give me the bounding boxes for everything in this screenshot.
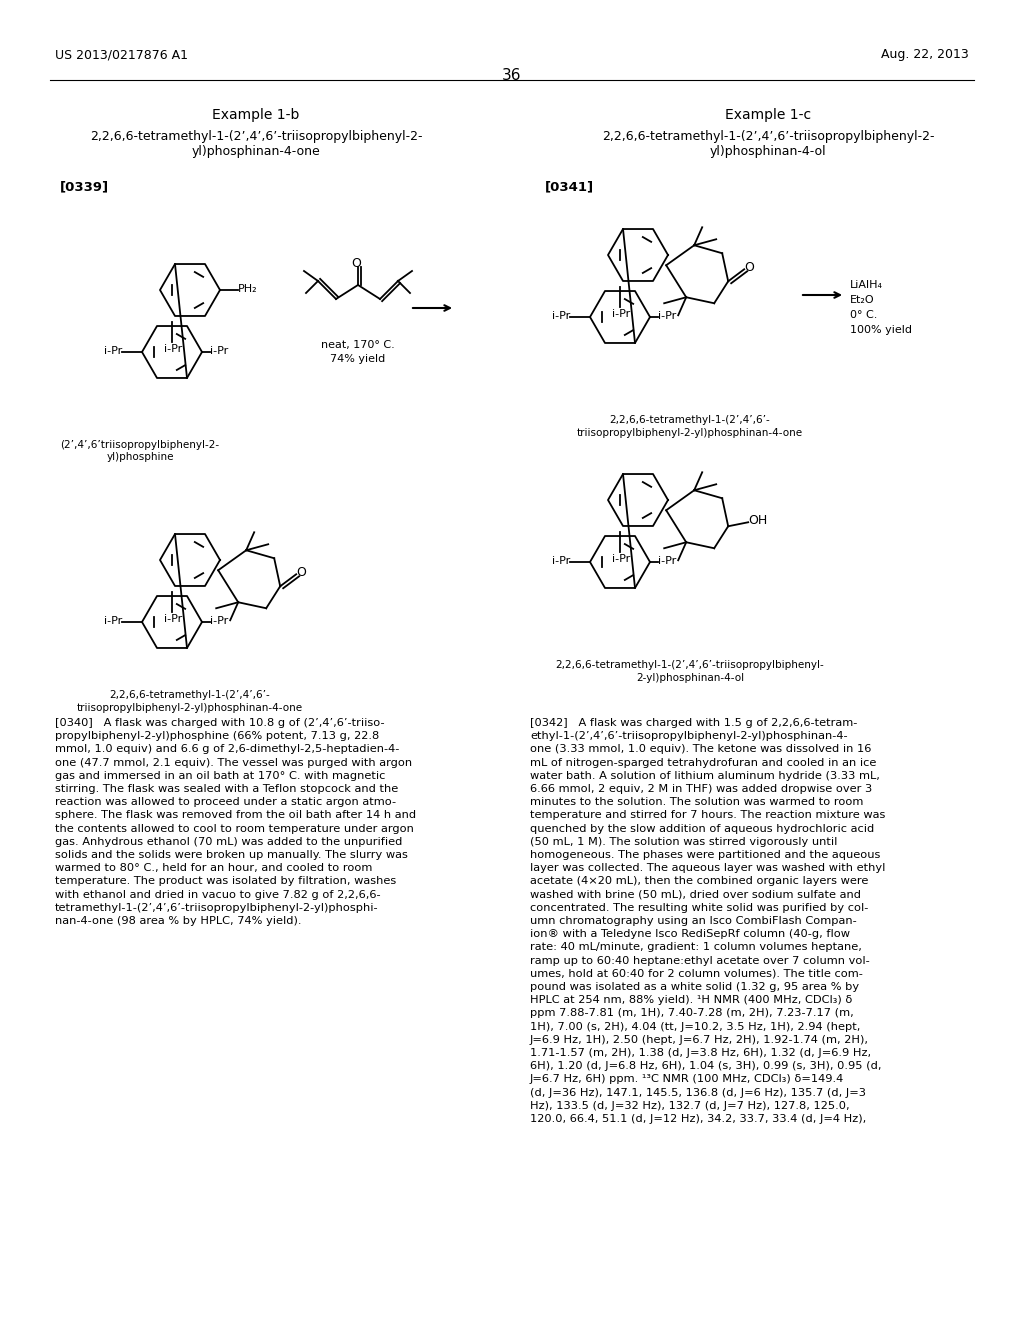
Text: Aug. 22, 2013: Aug. 22, 2013 [882, 48, 969, 61]
Text: ethyl-1-(2’,4’,6’-triisopropylbiphenyl-2-yl)phosphinan-4-: ethyl-1-(2’,4’,6’-triisopropylbiphenyl-2… [530, 731, 848, 742]
Text: J=6.7 Hz, 6H) ppm. ¹³C NMR (100 MHz, CDCl₃) δ=149.4: J=6.7 Hz, 6H) ppm. ¹³C NMR (100 MHz, CDC… [530, 1074, 844, 1085]
Text: neat, 170° C.: neat, 170° C. [322, 341, 395, 350]
Text: 1.71-1.57 (m, 2H), 1.38 (d, J=3.8 Hz, 6H), 1.32 (d, J=6.9 Hz,: 1.71-1.57 (m, 2H), 1.38 (d, J=3.8 Hz, 6H… [530, 1048, 871, 1059]
Text: HPLC at 254 nm, 88% yield). ¹H NMR (400 MHz, CDCl₃) δ: HPLC at 254 nm, 88% yield). ¹H NMR (400 … [530, 995, 852, 1006]
Text: propylbiphenyl-2-yl)phosphine (66% potent, 7.13 g, 22.8: propylbiphenyl-2-yl)phosphine (66% poten… [55, 731, 379, 742]
Text: ramp up to 60:40 heptane:ethyl acetate over 7 column vol-: ramp up to 60:40 heptane:ethyl acetate o… [530, 956, 869, 966]
Text: umes, hold at 60:40 for 2 column volumes). The title com-: umes, hold at 60:40 for 2 column volumes… [530, 969, 863, 979]
Text: gas. Anhydrous ethanol (70 mL) was added to the unpurified: gas. Anhydrous ethanol (70 mL) was added… [55, 837, 402, 847]
Text: i-Pr: i-Pr [104, 616, 122, 626]
Text: solids and the solids were broken up manually. The slurry was: solids and the solids were broken up man… [55, 850, 408, 861]
Text: i-Pr: i-Pr [552, 312, 570, 321]
Text: LiAlH₄: LiAlH₄ [850, 280, 883, 290]
Text: with ethanol and dried in vacuo to give 7.82 g of 2,2,6,6-: with ethanol and dried in vacuo to give … [55, 890, 381, 900]
Text: 2,2,6,6-tetramethyl-1-(2’,4’,6’-: 2,2,6,6-tetramethyl-1-(2’,4’,6’- [110, 690, 270, 700]
Text: temperature. The product was isolated by filtration, washes: temperature. The product was isolated by… [55, 876, 396, 887]
Text: minutes to the solution. The solution was warmed to room: minutes to the solution. The solution wa… [530, 797, 863, 808]
Text: triisopropylbiphenyl-2-yl)phosphinan-4-one: triisopropylbiphenyl-2-yl)phosphinan-4-o… [577, 428, 803, 438]
Text: sphere. The flask was removed from the oil bath after 14 h and: sphere. The flask was removed from the o… [55, 810, 416, 821]
Text: 2,2,6,6-tetramethyl-1-(2’,4’,6’-triisopropylbiphenyl-: 2,2,6,6-tetramethyl-1-(2’,4’,6’-triisopr… [556, 660, 824, 671]
Text: water bath. A solution of lithium aluminum hydride (3.33 mL,: water bath. A solution of lithium alumin… [530, 771, 880, 781]
Text: pound was isolated as a white solid (1.32 g, 95 area % by: pound was isolated as a white solid (1.3… [530, 982, 859, 993]
Text: 36: 36 [502, 69, 522, 83]
Text: tetramethyl-1-(2’,4’,6’-triisopropylbiphenyl-2-yl)phosphi-: tetramethyl-1-(2’,4’,6’-triisopropylbiph… [55, 903, 379, 913]
Text: 0° C.: 0° C. [850, 310, 878, 319]
Text: stirring. The flask was sealed with a Teflon stopcock and the: stirring. The flask was sealed with a Te… [55, 784, 398, 795]
Text: (d, J=36 Hz), 147.1, 145.5, 136.8 (d, J=6 Hz), 135.7 (d, J=3: (d, J=36 Hz), 147.1, 145.5, 136.8 (d, J=… [530, 1088, 866, 1098]
Text: homogeneous. The phases were partitioned and the aqueous: homogeneous. The phases were partitioned… [530, 850, 881, 861]
Text: PH₂: PH₂ [238, 284, 258, 294]
Text: i-Pr: i-Pr [210, 346, 228, 356]
Text: (50 mL, 1 M). The solution was stirred vigorously until: (50 mL, 1 M). The solution was stirred v… [530, 837, 838, 847]
Text: Et₂O: Et₂O [850, 294, 874, 305]
Text: quenched by the slow addition of aqueous hydrochloric acid: quenched by the slow addition of aqueous… [530, 824, 874, 834]
Text: i-Pr: i-Pr [104, 346, 122, 356]
Text: 2,2,6,6-tetramethyl-1-(2’,4’,6’-triisopropylbiphenyl-2-
yl)phosphinan-4-one: 2,2,6,6-tetramethyl-1-(2’,4’,6’-triisopr… [90, 129, 422, 158]
Text: O: O [351, 257, 360, 271]
Text: J=6.9 Hz, 1H), 2.50 (hept, J=6.7 Hz, 2H), 1.92-1.74 (m, 2H),: J=6.9 Hz, 1H), 2.50 (hept, J=6.7 Hz, 2H)… [530, 1035, 869, 1045]
Text: (2’,4’,6’triisopropylbiphenyl-2-
yl)phosphine: (2’,4’,6’triisopropylbiphenyl-2- yl)phos… [60, 440, 219, 462]
Text: 74% yield: 74% yield [331, 354, 386, 364]
Text: temperature and stirred for 7 hours. The reaction mixture was: temperature and stirred for 7 hours. The… [530, 810, 886, 821]
Text: one (47.7 mmol, 2.1 equiv). The vessel was purged with argon: one (47.7 mmol, 2.1 equiv). The vessel w… [55, 758, 412, 768]
Text: washed with brine (50 mL), dried over sodium sulfate and: washed with brine (50 mL), dried over so… [530, 890, 861, 900]
Text: 2-yl)phosphinan-4-ol: 2-yl)phosphinan-4-ol [636, 673, 744, 682]
Text: i-Pr: i-Pr [612, 554, 630, 564]
Text: i-Pr: i-Pr [658, 312, 676, 321]
Text: i-Pr: i-Pr [164, 614, 182, 624]
Text: i-Pr: i-Pr [612, 309, 630, 319]
Text: [0340]   A flask was charged with 10.8 g of (2’,4’,6’-triiso-: [0340] A flask was charged with 10.8 g o… [55, 718, 385, 729]
Text: 100% yield: 100% yield [850, 325, 912, 335]
Text: the contents allowed to cool to room temperature under argon: the contents allowed to cool to room tem… [55, 824, 414, 834]
Text: gas and immersed in an oil bath at 170° C. with magnetic: gas and immersed in an oil bath at 170° … [55, 771, 385, 781]
Text: i-Pr: i-Pr [210, 616, 228, 626]
Text: umn chromatography using an Isco CombiFlash Compan-: umn chromatography using an Isco CombiFl… [530, 916, 857, 927]
Text: [0339]: [0339] [60, 180, 110, 193]
Text: reaction was allowed to proceed under a static argon atmo-: reaction was allowed to proceed under a … [55, 797, 396, 808]
Text: layer was collected. The aqueous layer was washed with ethyl: layer was collected. The aqueous layer w… [530, 863, 886, 874]
Text: O: O [744, 261, 754, 275]
Text: [0341]: [0341] [545, 180, 594, 193]
Text: OH: OH [749, 515, 767, 527]
Text: [0342]   A flask was charged with 1.5 g of 2,2,6,6-tetram-: [0342] A flask was charged with 1.5 g of… [530, 718, 857, 729]
Text: 2,2,6,6-tetramethyl-1-(2’,4’,6’-: 2,2,6,6-tetramethyl-1-(2’,4’,6’- [609, 414, 770, 425]
Text: Hz), 133.5 (d, J=32 Hz), 132.7 (d, J=7 Hz), 127.8, 125.0,: Hz), 133.5 (d, J=32 Hz), 132.7 (d, J=7 H… [530, 1101, 850, 1111]
Text: 6.66 mmol, 2 equiv, 2 M in THF) was added dropwise over 3: 6.66 mmol, 2 equiv, 2 M in THF) was adde… [530, 784, 872, 795]
Text: Example 1-b: Example 1-b [212, 108, 300, 121]
Text: ion® with a Teledyne Isco RediSepRf column (40-g, flow: ion® with a Teledyne Isco RediSepRf colu… [530, 929, 850, 940]
Text: 6H), 1.20 (d, J=6.8 Hz, 6H), 1.04 (s, 3H), 0.99 (s, 3H), 0.95 (d,: 6H), 1.20 (d, J=6.8 Hz, 6H), 1.04 (s, 3H… [530, 1061, 882, 1072]
Text: 2,2,6,6-tetramethyl-1-(2’,4’,6’-triisopropylbiphenyl-2-
yl)phosphinan-4-ol: 2,2,6,6-tetramethyl-1-(2’,4’,6’-triisopr… [602, 129, 934, 158]
Text: 120.0, 66.4, 51.1 (d, J=12 Hz), 34.2, 33.7, 33.4 (d, J=4 Hz),: 120.0, 66.4, 51.1 (d, J=12 Hz), 34.2, 33… [530, 1114, 866, 1125]
Text: i-Pr: i-Pr [658, 556, 676, 566]
Text: acetate (4×20 mL), then the combined organic layers were: acetate (4×20 mL), then the combined org… [530, 876, 868, 887]
Text: i-Pr: i-Pr [552, 556, 570, 566]
Text: mmol, 1.0 equiv) and 6.6 g of 2,6-dimethyl-2,5-heptadien-4-: mmol, 1.0 equiv) and 6.6 g of 2,6-dimeth… [55, 744, 399, 755]
Text: ppm 7.88-7.81 (m, 1H), 7.40-7.28 (m, 2H), 7.23-7.17 (m,: ppm 7.88-7.81 (m, 1H), 7.40-7.28 (m, 2H)… [530, 1008, 854, 1019]
Text: triisopropylbiphenyl-2-yl)phosphinan-4-one: triisopropylbiphenyl-2-yl)phosphinan-4-o… [77, 704, 303, 713]
Text: warmed to 80° C., held for an hour, and cooled to room: warmed to 80° C., held for an hour, and … [55, 863, 373, 874]
Text: O: O [296, 566, 306, 579]
Text: US 2013/0217876 A1: US 2013/0217876 A1 [55, 48, 188, 61]
Text: mL of nitrogen-sparged tetrahydrofuran and cooled in an ice: mL of nitrogen-sparged tetrahydrofuran a… [530, 758, 877, 768]
Text: concentrated. The resulting white solid was purified by col-: concentrated. The resulting white solid … [530, 903, 868, 913]
Text: nan-4-one (98 area % by HPLC, 74% yield).: nan-4-one (98 area % by HPLC, 74% yield)… [55, 916, 301, 927]
Text: 1H), 7.00 (s, 2H), 4.04 (tt, J=10.2, 3.5 Hz, 1H), 2.94 (hept,: 1H), 7.00 (s, 2H), 4.04 (tt, J=10.2, 3.5… [530, 1022, 860, 1032]
Text: Example 1-c: Example 1-c [725, 108, 811, 121]
Text: one (3.33 mmol, 1.0 equiv). The ketone was dissolved in 16: one (3.33 mmol, 1.0 equiv). The ketone w… [530, 744, 871, 755]
Text: i-Pr: i-Pr [164, 345, 182, 354]
Text: rate: 40 mL/minute, gradient: 1 column volumes heptane,: rate: 40 mL/minute, gradient: 1 column v… [530, 942, 862, 953]
